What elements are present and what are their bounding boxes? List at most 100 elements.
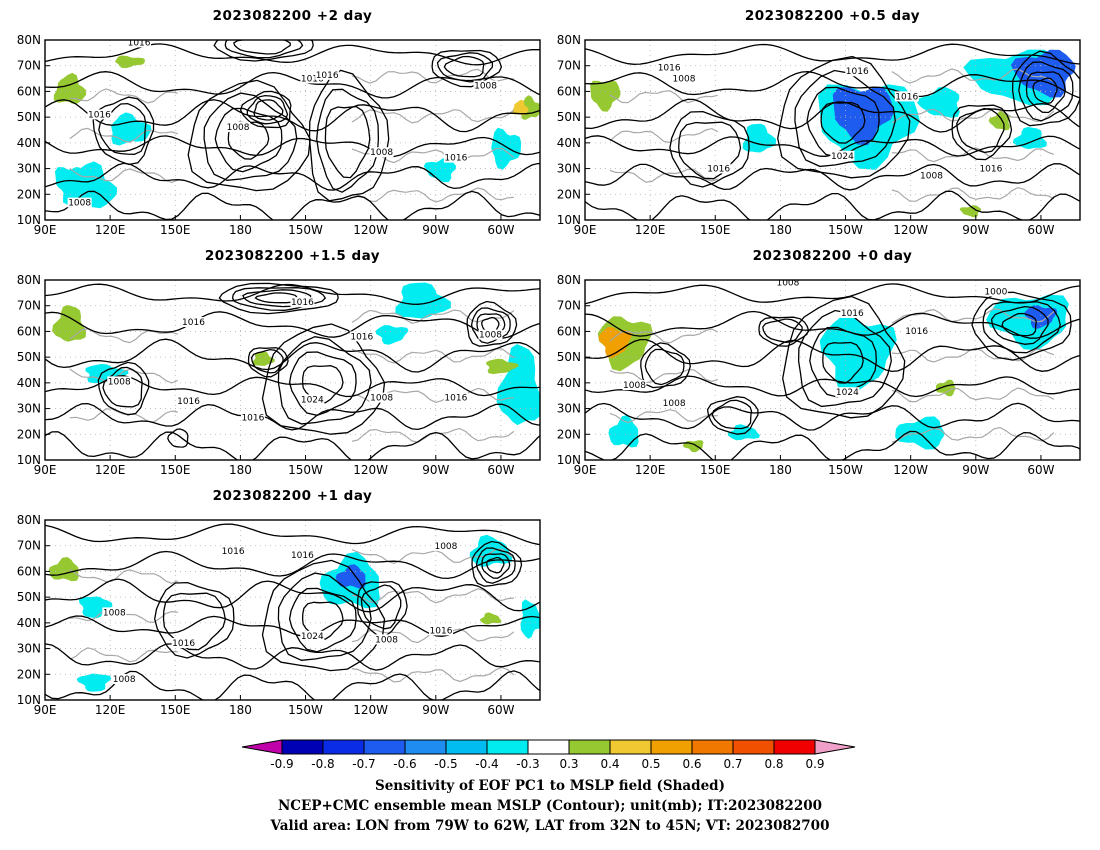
mslp-contour (92, 96, 155, 166)
colorbar-bin (609, 739, 652, 755)
y-tick-label: 40N (557, 136, 581, 150)
mslp-contour (261, 559, 386, 672)
map-panel: 2023082200 +1.5 day101610161008101610081… (17, 248, 541, 477)
contour-label-bg (904, 326, 929, 336)
mslp-contour (809, 326, 877, 398)
mslp-contour (102, 366, 143, 408)
y-tick-label: 20N (17, 427, 41, 441)
panel-title: 2023082200 +2 day (213, 8, 373, 24)
x-tick-label: 120E (635, 223, 666, 237)
contour-label: 1008 (113, 675, 136, 685)
contour-label-bg (983, 286, 1008, 297)
mslp-contour (1032, 77, 1058, 105)
x-tick-label: 90W (962, 463, 989, 477)
sensitivity-shading (496, 344, 540, 426)
mslp-contour (1018, 61, 1074, 122)
coastline (351, 68, 514, 84)
contour-label: 1008 (227, 123, 250, 133)
contour-label-bg (433, 540, 458, 551)
contour-label-bg (300, 73, 325, 84)
y-tick-label: 60N (557, 324, 581, 338)
colorbar-label: -0.3 (516, 757, 539, 771)
panel-frame (44, 519, 541, 701)
mslp-contour (806, 86, 880, 158)
mslp-contour (324, 105, 371, 179)
mslp-contour (227, 121, 270, 160)
y-tick-label: 70N (17, 299, 41, 313)
x-tick-label: 150E (700, 463, 731, 477)
colorbar: -0.9 -0.8 -0.7 -0.6 -0.5 -0.4 -0.3 0.3 0.4 0.5 0.6… (241, 739, 856, 771)
y-tick-label: 60N (17, 324, 41, 338)
contour-label-bg (978, 163, 1003, 174)
mslp-contour (239, 90, 292, 129)
colorbar-bin (568, 739, 611, 755)
mslp-contour (218, 282, 339, 315)
x-tick-label: 120W (893, 223, 928, 237)
mslp-contour (301, 365, 344, 404)
map-field: 1008 1000 1016 1016 1008 1008 1024 (585, 280, 1080, 460)
y-tick-label: 70N (557, 59, 581, 73)
mslp-contour (45, 615, 540, 637)
coastline (891, 308, 1055, 324)
colorbar-label: 0.4 (600, 757, 619, 771)
x-tick-label: 180 (229, 223, 252, 237)
x-tick-label: 150W (828, 223, 863, 237)
contour-label-bg (622, 380, 647, 390)
contour-label-bg (894, 91, 919, 102)
y-tick-label: 80N (17, 273, 41, 287)
mslp-contour (45, 99, 540, 133)
contour-label: 1008 (479, 331, 502, 341)
mslp-contour (777, 55, 911, 179)
contour-label-bg (775, 280, 800, 288)
mslp-contour (585, 283, 1080, 305)
mslp-contour (301, 601, 344, 640)
colorbar-label: -0.8 (311, 757, 334, 771)
mslp-contour (951, 104, 1013, 161)
coastline (609, 369, 718, 384)
x-tick-label: 60W (487, 703, 514, 717)
coastline (609, 127, 719, 144)
contour-label-bg (349, 331, 374, 342)
contour-label-bg (240, 412, 265, 423)
colorbar-bin (281, 739, 324, 755)
colorbar-label: 0.6 (682, 757, 701, 771)
x-tick-label: 150W (288, 463, 323, 477)
sensitivity-shading (53, 72, 87, 105)
x-tick-label: 150E (700, 223, 731, 237)
mslp-contour (443, 55, 485, 78)
mslp-contour (585, 190, 1080, 220)
x-tick-label: 60W (1027, 463, 1054, 477)
coastline (891, 387, 1055, 403)
y-tick-label: 30N (557, 402, 581, 416)
mslp-contour (45, 135, 540, 158)
y-tick-label: 70N (557, 299, 581, 313)
mslp-contour (253, 99, 284, 121)
coastline (69, 168, 179, 184)
y-tick-label: 80N (557, 33, 581, 47)
y-tick-label: 30N (17, 642, 41, 656)
mslp-contour (585, 310, 1080, 339)
contour-label-bg (176, 396, 201, 407)
contour-label-bg (478, 329, 503, 340)
contour-label-bg (672, 73, 696, 84)
mslp-contour (794, 69, 896, 168)
sensitivity-shading (375, 325, 409, 345)
mslp-contour (214, 107, 283, 173)
x-tick-label: 90W (422, 703, 449, 717)
sensitivity-shading (959, 205, 982, 218)
mslp-contour (585, 430, 1080, 460)
y-tick-label: 30N (557, 162, 581, 176)
y-tick-label: 40N (17, 616, 41, 630)
map-panel: 2023082200 +0.5 day101610081016101610241… (557, 8, 1081, 237)
colorbar-bin (732, 739, 775, 755)
y-tick-label: 50N (557, 350, 581, 364)
x-tick-label: 90E (574, 223, 597, 237)
sensitivity-shading (832, 86, 894, 146)
sensitivity-shading (111, 112, 152, 146)
y-tick-label: 10N (557, 453, 581, 467)
mslp-contour (45, 578, 540, 613)
contour-label-bg (221, 546, 246, 557)
x-tick-label: 180 (229, 463, 252, 477)
contour-label-bg (830, 150, 855, 161)
